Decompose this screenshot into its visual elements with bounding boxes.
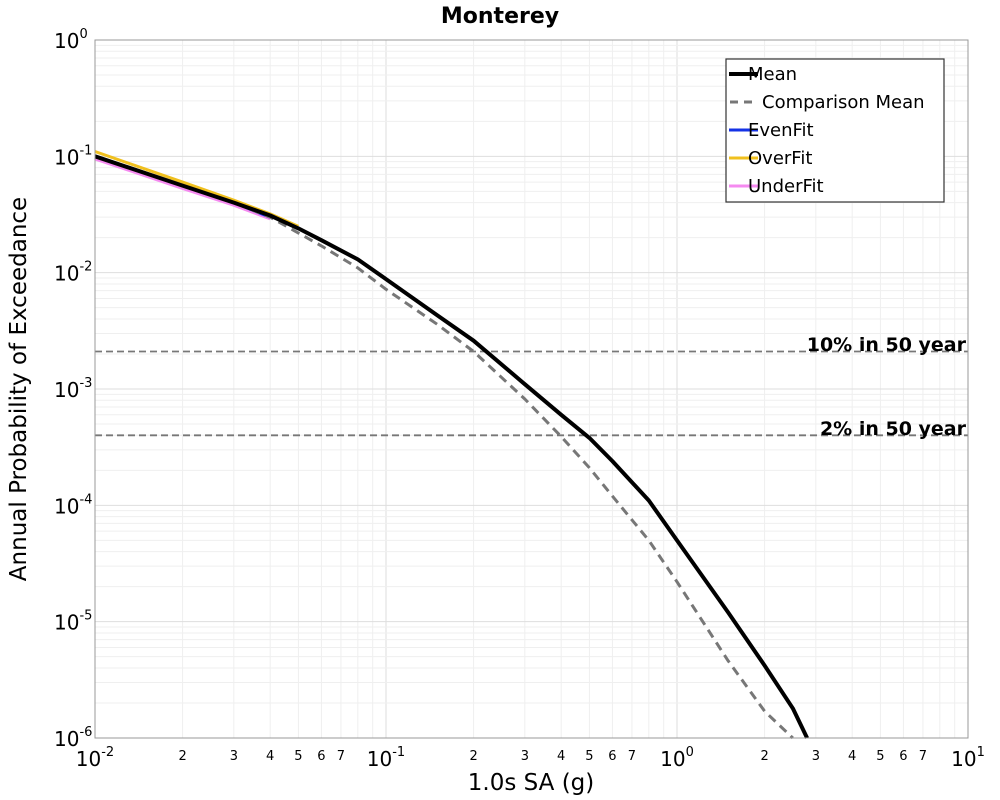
plot-frame [94, 39, 969, 739]
grid [95, 40, 968, 738]
reference-lines: 10% in 50 year 2% in 50 year [95, 334, 968, 440]
y-tick-label: 10-6 [54, 725, 92, 751]
y-tick-label: 10-4 [54, 492, 92, 518]
series-line-underfit [94, 157, 271, 221]
x-minor-tick-label: 2 [469, 749, 477, 764]
reference-line-label: 10% in 50 year [807, 334, 967, 356]
x-minor-tick-label: 3 [230, 749, 238, 764]
reference-line-label: 2% in 50 year [820, 418, 967, 440]
x-tick-label: 101 [951, 745, 985, 771]
y-tick-label: 10-3 [54, 376, 92, 402]
chart-title: Monterey [441, 4, 559, 29]
legend-box [725, 58, 945, 203]
x-tick-label: 10-1 [367, 745, 405, 771]
x-minor-tick-label: 6 [317, 749, 325, 764]
x-minor-tick-label: 3 [521, 749, 529, 764]
y-tick-label: 10-5 [54, 609, 92, 635]
x-minor-tick-label: 4 [848, 749, 856, 764]
y-axis-title: Annual Probability of Exceedance [6, 197, 32, 581]
x-minor-tick-label: 2 [178, 749, 186, 764]
x-axis-title: 1.0s SA (g) [468, 770, 595, 796]
legend-label: Comparison Mean [762, 92, 925, 113]
x-minor-tick-label: 4 [266, 749, 274, 764]
legend-label: Mean [748, 64, 797, 85]
series-lines [94, 150, 809, 740]
x-tick-label: 10-2 [76, 745, 114, 771]
x-minor-tick-label: 5 [876, 749, 884, 764]
x-minor-tick-label: 3 [812, 749, 820, 764]
x-minor-tick-label: 5 [294, 749, 302, 764]
legend-label: EvenFit [748, 120, 814, 141]
x-minor-tick-label: 2 [760, 749, 768, 764]
y-tick-label: 100 [54, 27, 88, 53]
y-tick-label: 10-2 [54, 260, 92, 286]
x-minor-tick-label: 7 [337, 749, 345, 764]
y-axis-ticks: 100 10-1 10-2 10-3 10-4 10-5 10-6 [54, 27, 92, 751]
x-minor-tick-label: 7 [919, 749, 927, 764]
x-minor-tick-label: 6 [899, 749, 907, 764]
legend-label: OverFit [748, 148, 812, 169]
series-line-mean [94, 154, 809, 739]
legend: Mean Comparison Mean EvenFit OverFit UnderFi… [725, 58, 945, 203]
legend-label: UnderFit [748, 176, 824, 197]
x-minor-tick-label: 7 [628, 749, 636, 764]
x-minor-tick-label: 5 [585, 749, 593, 764]
y-tick-label: 10-1 [54, 143, 92, 169]
x-tick-label: 100 [660, 745, 694, 771]
x-minor-tick-label: 4 [557, 749, 565, 764]
x-minor-tick-label: 6 [608, 749, 616, 764]
series-line-comparison-mean [94, 154, 794, 740]
